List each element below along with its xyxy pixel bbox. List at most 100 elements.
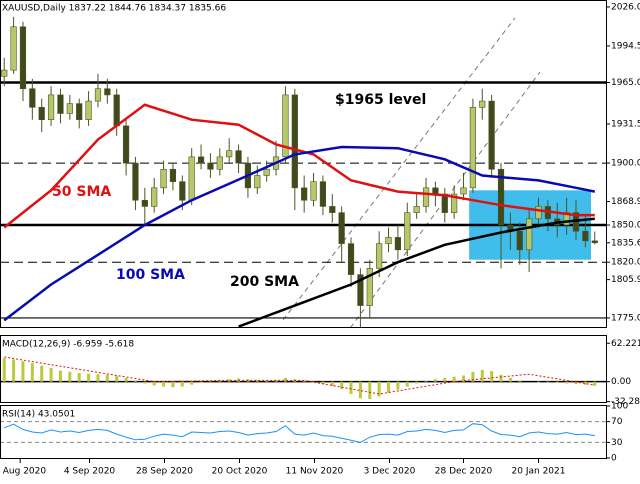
- candle-body: [47, 94, 55, 120]
- macd-bar: [433, 379, 437, 382]
- candle-body: [179, 181, 186, 201]
- macd-bar: [162, 381, 166, 387]
- macd-bar: [190, 381, 194, 385]
- y-tick-label: 1931.55: [611, 119, 640, 129]
- macd-bar: [208, 381, 212, 382]
- y-tick-label: 100: [611, 402, 628, 412]
- macd-bar: [302, 381, 306, 382]
- macd-bar: [555, 381, 559, 383]
- candle-body: [235, 150, 242, 164]
- candle-body: [385, 237, 392, 244]
- candle-body: [432, 187, 439, 195]
- candle-body: [254, 175, 261, 189]
- candle-body: [422, 187, 430, 207]
- candle-body: [526, 218, 533, 251]
- candle-body: [582, 230, 589, 242]
- macd-bar: [199, 381, 203, 383]
- candle-body: [441, 193, 448, 213]
- series-label: 200 SMA: [230, 274, 299, 290]
- x-tick-label: 3 Dec 2020: [364, 467, 416, 477]
- macd-bar: [30, 363, 34, 382]
- y-tick-label: 0.00: [611, 377, 631, 387]
- candle-body: [160, 168, 167, 189]
- panel: [0, 421, 606, 443]
- candle-body: [301, 187, 308, 201]
- y-tick-label: 2026.00: [611, 2, 640, 12]
- candle-body: [263, 168, 270, 176]
- macd-bar: [452, 376, 456, 382]
- macd-bar: [58, 370, 62, 382]
- macd-bar: [508, 377, 512, 382]
- candle-body: [76, 103, 83, 120]
- macd-bar: [574, 381, 578, 385]
- sma-line: [238, 217, 595, 327]
- candle-body: [19, 26, 27, 90]
- macd-bar: [471, 371, 475, 382]
- macd-bar: [387, 381, 391, 393]
- candle-body: [347, 243, 355, 275]
- candle-body: [282, 94, 289, 158]
- panel: [0, 356, 606, 399]
- macd-bar: [180, 381, 184, 387]
- macd-bar: [21, 361, 25, 382]
- y-tick-label: 1965.00: [611, 78, 640, 88]
- candle-body: [451, 193, 458, 213]
- x-tick-label: 28 Dec 2020: [435, 467, 493, 477]
- candle-body: [207, 162, 214, 170]
- candle-body: [535, 206, 542, 220]
- y-tick-label: 1835.66: [611, 238, 640, 248]
- candle-body: [376, 243, 383, 269]
- macd-bar: [40, 365, 44, 382]
- macd-bar: [152, 381, 156, 386]
- candle-body: [591, 240, 598, 244]
- macd-bar: [12, 359, 16, 382]
- y-tick-label: 30: [611, 438, 623, 448]
- panel-title: MACD(12,26,9) -6.959 -5.618: [2, 340, 134, 350]
- candle-body: [460, 187, 467, 195]
- panel-title: XAUUSD,Daily 1837.22 1844.76 1834.37 183…: [2, 4, 226, 14]
- macd-bar: [115, 376, 119, 382]
- macd-bar: [171, 381, 175, 388]
- macd-bar: [105, 374, 109, 382]
- candle-body: [226, 150, 233, 158]
- sma-line: [3, 103, 595, 229]
- macd-bar: [77, 373, 81, 382]
- macd-bar: [443, 377, 447, 382]
- panel-title: RSI(14) 43.0501: [2, 410, 75, 420]
- macd-bar: [396, 381, 400, 390]
- y-tick-label: 1994.50: [611, 41, 640, 51]
- macd-bar: [537, 381, 541, 383]
- candle-body: [338, 212, 345, 244]
- y-tick-label: 1820.00: [611, 258, 640, 268]
- macd-bar: [565, 381, 569, 384]
- macd-bar: [546, 381, 550, 383]
- macd-bar: [490, 371, 494, 382]
- candle-body: [319, 181, 327, 207]
- candle-body: [141, 199, 148, 207]
- macd-bar: [255, 379, 259, 382]
- macd-bar: [68, 371, 72, 382]
- candle-body: [394, 237, 402, 251]
- x-tick-label: 20 Jan 2021: [512, 467, 566, 477]
- y-tick-label: 1805.95: [611, 275, 640, 285]
- x-tick-label: 20 Oct 2020: [212, 467, 268, 477]
- candle-body: [169, 168, 177, 182]
- y-tick-label: 0: [611, 454, 617, 464]
- candle-body: [132, 162, 139, 201]
- candle-body: [85, 100, 92, 120]
- macd-bar: [330, 381, 334, 386]
- candle-body: [188, 156, 195, 201]
- candle-body: [113, 94, 120, 127]
- x-tick-label: 11 Nov 2020: [286, 467, 344, 477]
- candle-body: [516, 230, 523, 251]
- candle-body: [479, 100, 486, 108]
- y-tick-label: 1900.00: [611, 159, 640, 169]
- candle-body: [66, 103, 73, 114]
- macd-bar: [283, 377, 287, 382]
- candle-body: [29, 88, 36, 108]
- candle-body: [1, 69, 8, 77]
- candle-body: [469, 107, 476, 189]
- y-tick-label: 1775.00: [611, 313, 640, 323]
- x-tick-label: 4 Aug 2020: [0, 467, 46, 477]
